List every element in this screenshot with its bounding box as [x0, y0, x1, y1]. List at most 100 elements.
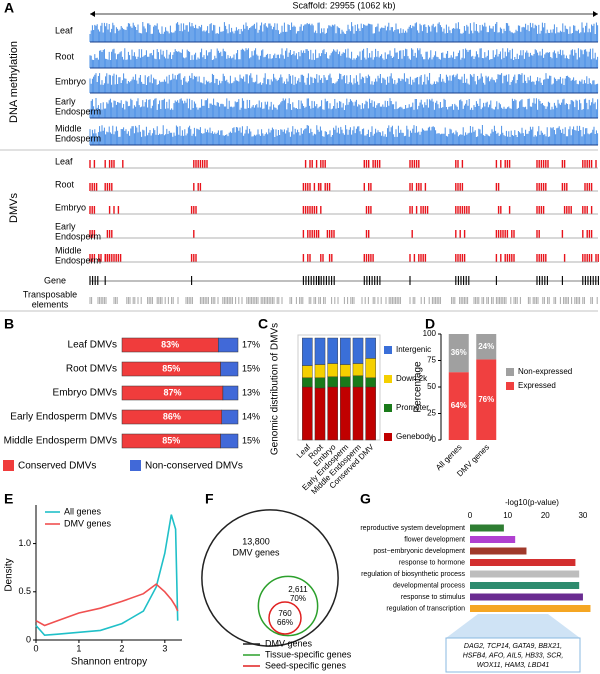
category-label: regulation of transcription	[386, 605, 465, 612]
bar	[470, 605, 591, 612]
value-label: 15%	[242, 363, 260, 373]
legend-swatch	[130, 460, 141, 471]
category-label: post−embryonic development	[373, 548, 465, 555]
track-label: Middle	[55, 245, 82, 255]
category-label: Embryo DMVs	[53, 388, 117, 399]
value-label: 64%	[451, 401, 467, 410]
track-label: Gene	[44, 275, 66, 285]
bar	[470, 559, 576, 566]
bar-segment	[218, 337, 239, 353]
panel-label: F	[205, 491, 214, 507]
track-label: Endosperm	[55, 106, 101, 116]
methylation-signal	[89, 98, 599, 118]
set-count: 760	[278, 609, 292, 618]
legend-swatch	[3, 460, 14, 471]
methylation-signal	[89, 48, 599, 68]
legend-label: Conserved DMVs	[18, 461, 96, 472]
group-label: DNA methylation	[8, 41, 20, 123]
track-label: Leaf	[55, 156, 73, 166]
callout-text: WOX11, HAM3, LBD41	[477, 662, 550, 669]
track-label: Early	[55, 221, 76, 231]
y-axis-title: Density	[4, 558, 15, 591]
set-percent: 70%	[290, 594, 306, 603]
value-label: 87%	[163, 387, 181, 397]
category-label: regulation of biosynthetic process	[361, 571, 465, 578]
category-label: Middle Endosperm DMVs	[4, 436, 117, 447]
track-label: elements	[32, 299, 69, 309]
set-count: 13,800	[242, 536, 270, 546]
x-tick-label: 0	[33, 643, 38, 653]
bar-segment	[302, 386, 313, 441]
y-axis-title: Genomic distribution of DMVs	[270, 323, 281, 455]
value-label: 15%	[242, 435, 260, 445]
bar-segment	[302, 377, 313, 388]
x-tick-label: 1	[76, 643, 81, 653]
legend-label: Down 2k	[396, 374, 428, 383]
value-label: 24%	[478, 342, 494, 351]
legend-label: Non-conserved DMVs	[145, 461, 243, 472]
legend-label: Tissue-specific genes	[265, 649, 352, 659]
panel-label: G	[360, 491, 371, 507]
bar-segment	[352, 363, 364, 376]
category-label: reproductive system development	[360, 525, 465, 532]
callout-text: HSFB4, AFO, AIL5, HB33, SCR,	[463, 652, 564, 659]
track-label: Endosperm	[55, 231, 101, 241]
line-series	[35, 583, 179, 627]
bar-segment	[365, 386, 376, 441]
callout-text: DAG2, TCP14, GATA9, BBX21,	[464, 643, 562, 650]
callout-pointer	[446, 614, 580, 638]
bar-segment	[220, 433, 239, 449]
panel-label: D	[425, 316, 435, 332]
bar-segment	[352, 337, 364, 364]
axis-title: -log10(p-value)	[505, 498, 559, 507]
value-label: 76%	[478, 395, 494, 404]
legend-label: DMV genes	[265, 638, 313, 648]
y-tick-label: 75	[427, 356, 436, 365]
legend-swatch	[506, 368, 514, 376]
bar-segment	[448, 372, 469, 440]
track-label: Leaf	[55, 25, 73, 35]
track-label: Transposable	[23, 289, 77, 299]
set-percent: 66%	[277, 618, 293, 627]
bar-segment	[327, 337, 338, 364]
legend-label: DMV genes	[64, 518, 112, 528]
bar-segment	[365, 377, 376, 388]
legend-swatch	[384, 346, 392, 354]
legend-label: Seed-specific genes	[265, 660, 347, 670]
category-label: Root DMVs	[66, 364, 117, 375]
x-tick-label: 2	[119, 643, 124, 653]
bar	[470, 593, 583, 601]
bar-segment	[340, 376, 351, 388]
bar	[470, 536, 516, 543]
bar	[470, 570, 580, 578]
gene-marks	[89, 276, 599, 285]
plot-frame	[297, 334, 381, 441]
track-label: Early	[55, 96, 76, 106]
category-label: response to hormone	[399, 559, 465, 566]
track-label: Middle	[55, 123, 82, 133]
set-count: 2,611	[288, 585, 308, 594]
track-label: Endosperm	[55, 133, 101, 143]
bar-segment	[314, 364, 326, 378]
legend-swatch	[384, 375, 392, 383]
bar-segment	[314, 377, 326, 389]
panel-label: B	[4, 316, 14, 332]
category-label: response to stimulus	[401, 594, 466, 601]
value-label: 86%	[163, 411, 181, 421]
dmv-blocks	[89, 254, 599, 262]
legend-label: Non-expressed	[518, 367, 572, 376]
legend-swatch	[384, 433, 392, 441]
x-tick-label: 3	[162, 643, 167, 653]
venn-circle	[257, 575, 319, 637]
callout-box	[445, 637, 581, 673]
methylation-signal	[89, 125, 599, 145]
bar-segment	[302, 365, 313, 378]
bar-segment	[327, 386, 338, 441]
bar-segment	[314, 387, 326, 441]
line-series	[35, 514, 179, 637]
y-tick-label: 0	[432, 435, 437, 444]
bar-segment	[302, 337, 313, 366]
dmv-blocks	[89, 206, 593, 214]
group-label: DMVs	[8, 193, 20, 223]
panel-label: C	[258, 316, 268, 332]
